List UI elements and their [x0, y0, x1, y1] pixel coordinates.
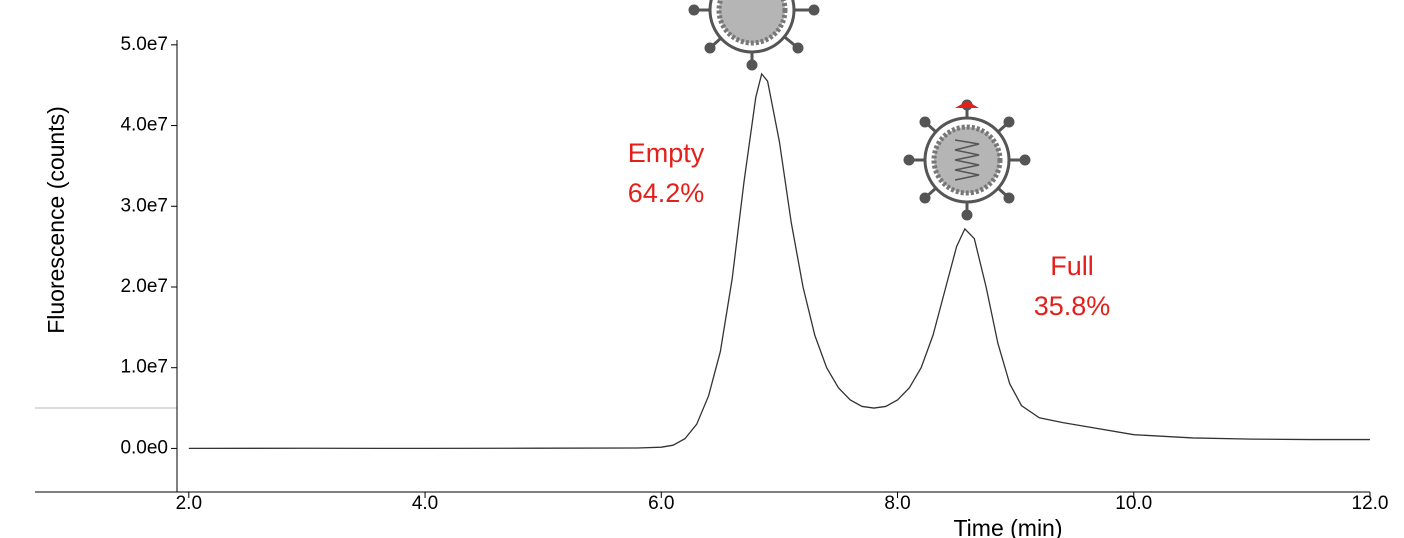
x-tick-label: 2.0	[176, 493, 202, 514]
x-tick-label: 6.0	[648, 493, 674, 514]
y-tick-label: 0.0e0	[120, 437, 168, 458]
y-tick-label: 1.0e7	[120, 357, 168, 378]
y-tick-label: 3.0e7	[120, 195, 168, 216]
x-axis-title: Time (min)	[953, 515, 1062, 538]
x-tick-label: 8.0	[884, 493, 910, 514]
x-tick-label: 10.0	[1115, 493, 1152, 514]
annotation: Full	[1050, 251, 1094, 281]
data-line	[188, 72, 1370, 450]
arrow-icon	[955, 101, 979, 108]
x-tick-label: 12.0	[1352, 493, 1389, 514]
empty-capsid-icon	[688, 0, 820, 71]
y-tick-label: 5.0e7	[120, 34, 168, 55]
annotation: Empty	[628, 138, 705, 168]
y-axis-title: Fluorescence (counts)	[43, 106, 69, 334]
annotation: 64.2%	[628, 178, 705, 208]
y-tick-label: 4.0e7	[120, 115, 168, 136]
x-tick-label: 4.0	[412, 493, 438, 514]
y-tick-label: 2.0e7	[120, 276, 168, 297]
annotation: 35.8%	[1034, 291, 1111, 321]
full-capsid-icon	[903, 99, 1031, 221]
